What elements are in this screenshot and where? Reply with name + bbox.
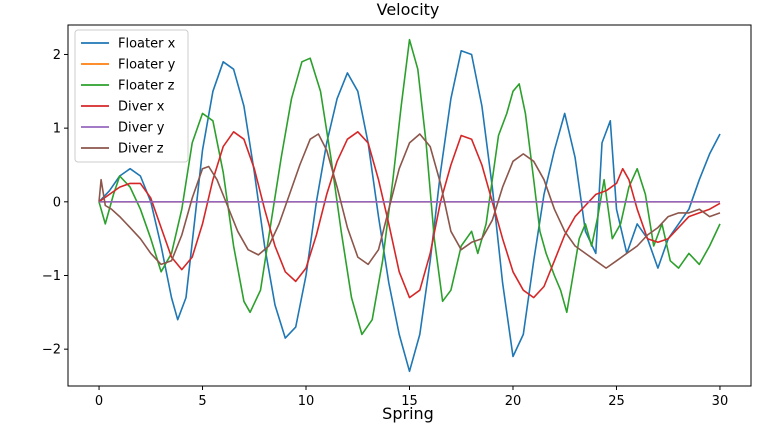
legend-label: Diver y: [118, 121, 165, 136]
legend-label: Diver x: [118, 100, 165, 115]
x-axis-label: Spring: [382, 404, 434, 423]
x-tick-label: 10: [298, 394, 315, 409]
chart-title: Velocity: [377, 0, 440, 19]
series-line-floater-z: [98, 38, 721, 336]
x-axis: 0 5 10 15 20 25 30: [95, 386, 728, 409]
x-tick-label: 25: [608, 394, 625, 409]
legend-label: Floater x: [118, 37, 176, 52]
x-tick-label: 0: [95, 394, 103, 409]
legend-label: Floater z: [118, 79, 175, 94]
y-tick-label: 2: [53, 48, 61, 63]
x-tick-label: 5: [198, 394, 206, 409]
y-tick-label: −1: [42, 269, 61, 284]
legend-label: Floater y: [118, 58, 176, 73]
y-axis: −2 −1 0 1 2: [42, 48, 68, 358]
series-line-floater-x: [98, 49, 721, 373]
legend-box: [74, 29, 189, 163]
y-tick-label: −2: [42, 343, 61, 358]
x-tick-label: 30: [712, 394, 729, 409]
series-line-diver-x: [98, 131, 721, 299]
legend-label: Diver z: [118, 142, 164, 157]
series-line-diver-z: [98, 133, 721, 269]
plot-area: [98, 38, 721, 373]
x-tick-label: 15: [401, 394, 418, 409]
x-tick-label: 20: [505, 394, 522, 409]
y-tick-label: 0: [53, 195, 61, 210]
legend: Floater x Floater y Floater z Diver x Diver …: [74, 29, 189, 163]
y-tick-label: 1: [53, 122, 61, 137]
